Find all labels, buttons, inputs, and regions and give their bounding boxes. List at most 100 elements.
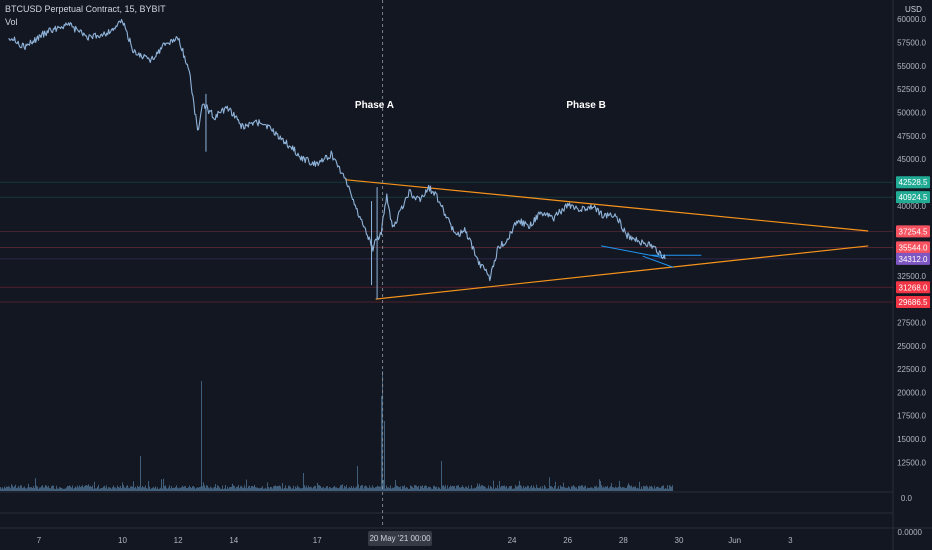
volume-bar: [602, 487, 603, 491]
volume-bar: [54, 488, 55, 491]
volume-bar: [469, 488, 470, 491]
volume-bar: [559, 488, 560, 491]
volume-bar: [220, 488, 221, 491]
price-axis[interactable]: 60000.0 57500.0 55000.0 52500.0 50000.0 47500…: [897, 15, 926, 537]
volume-bar: [539, 487, 540, 491]
volume-indicator-label: Vol: [5, 17, 18, 27]
volume-bar: [77, 485, 78, 491]
volume-bar: [16, 488, 17, 491]
volume-bar: [232, 483, 233, 491]
trendlines[interactable]: [345, 179, 869, 300]
volume-bar: [214, 486, 215, 491]
volume-bar: [457, 485, 458, 491]
volume-bar: [570, 488, 571, 491]
volume-bar: [506, 485, 507, 491]
volume-bar: [648, 488, 649, 491]
price-tick-label: 25000.0: [897, 342, 926, 351]
volume-bar: [501, 485, 502, 491]
volume-bar: [63, 488, 64, 491]
volume-bar: [341, 485, 342, 491]
volume-bar: [96, 488, 97, 491]
volume-bar: [409, 488, 410, 491]
volume-bar: [329, 486, 330, 491]
volume-bar: [609, 487, 610, 491]
volume-bar: [383, 480, 384, 491]
price-tag: [896, 225, 930, 238]
volume-bar: [639, 481, 640, 491]
price-tag: [896, 281, 930, 294]
price-tick-label: 15000.0: [897, 435, 926, 444]
volume-bar: [82, 485, 83, 491]
volume-bar: [316, 488, 317, 491]
volume-bar: [624, 487, 625, 491]
volume-bar: [638, 488, 639, 491]
price-tag-label: 42528.5: [899, 178, 928, 187]
volume-bar: [672, 485, 673, 491]
volume-bar: [569, 487, 570, 491]
volume-bar: [531, 485, 532, 491]
volume-bar: [269, 488, 270, 491]
trendline-upper[interactable]: [345, 179, 869, 232]
volume-bar: [42, 485, 43, 491]
volume-bar: [392, 487, 393, 491]
volume-bar: [581, 485, 582, 491]
volume-bar: [634, 486, 635, 491]
volume-bar: [180, 487, 181, 491]
volume-bar: [561, 486, 562, 491]
volume-bar: [372, 485, 373, 491]
volume-bar: [304, 485, 305, 491]
volume-bar: [282, 482, 283, 491]
volume-bar: [508, 487, 509, 491]
volume-bar: [479, 483, 480, 491]
volume-bar: [576, 487, 577, 491]
volume-bar: [346, 485, 347, 491]
volume-bar: [164, 485, 165, 491]
volume-bar: [550, 486, 551, 491]
volume-bar: [596, 485, 597, 491]
time-tick-label: 3: [788, 536, 793, 545]
volume-bar: [502, 485, 503, 491]
volume-bar: [251, 485, 252, 491]
volume-bar: [161, 479, 162, 491]
volume-bar: [115, 487, 116, 491]
volume-bar: [299, 487, 300, 491]
volume-bar: [181, 487, 182, 491]
trendline-lower[interactable]: [375, 245, 869, 300]
time-axis[interactable]: 7 10 12 14 17 24 26 28 30 Jun 3: [37, 536, 793, 545]
volume-bar: [573, 485, 574, 491]
volume-bar: [2, 487, 3, 491]
volume-bar: [598, 487, 599, 491]
volume-bar: [520, 485, 521, 491]
volume-bar: [162, 488, 163, 491]
volume-bar: [368, 488, 369, 491]
volume-bar: [646, 485, 647, 491]
volume-bar: [212, 488, 213, 491]
volume-bar: [470, 488, 471, 491]
trendline-blue[interactable]: [600, 245, 666, 259]
volume-bar: [122, 482, 123, 491]
volume-bar: [567, 487, 568, 491]
volume-bar: [613, 487, 614, 491]
price-tick-label: 57500.0: [897, 39, 926, 48]
volume-bar: [417, 486, 418, 491]
volume-bar: [208, 487, 209, 491]
volume-bar: [612, 487, 613, 491]
volume-bar: [652, 487, 653, 491]
volume-bar: [83, 487, 84, 491]
trendline-blue[interactable]: [642, 255, 674, 268]
volume-bar: [250, 487, 251, 491]
volume-bar: [557, 488, 558, 491]
volume-bar: [523, 485, 524, 491]
volume-bar: [360, 486, 361, 491]
volume-bar: [484, 486, 485, 491]
volume-bar: [389, 488, 390, 491]
volume-bar: [537, 487, 538, 491]
volume-bar: [422, 485, 423, 491]
volume-bar: [286, 488, 287, 491]
volume-bar: [89, 486, 90, 491]
volume-bar: [189, 485, 190, 491]
volume-bar: [663, 485, 664, 491]
volume-bar: [338, 488, 339, 491]
volume-bar: [627, 485, 628, 491]
